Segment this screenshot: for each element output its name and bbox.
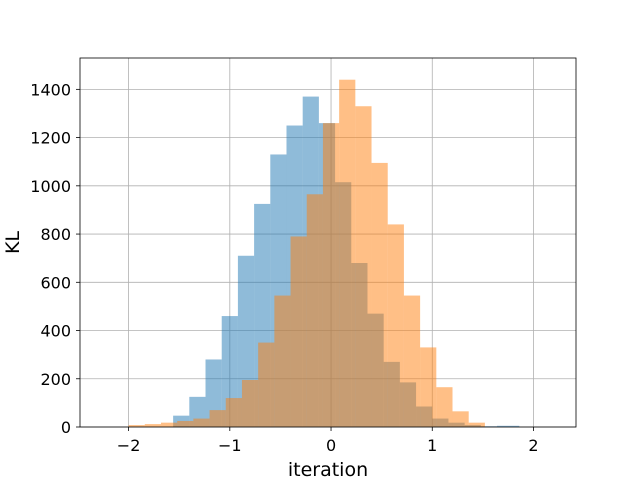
histogram-bar xyxy=(387,224,404,427)
x-tick-label: −1 xyxy=(218,436,242,455)
y-tick-label: 400 xyxy=(40,322,71,341)
histogram-bar xyxy=(241,379,259,427)
histogram-bar xyxy=(144,424,161,427)
histogram-bar xyxy=(403,295,421,427)
histogram-bar xyxy=(468,422,485,427)
histogram-bar xyxy=(355,106,372,427)
y-tick-label: 1000 xyxy=(30,177,71,196)
histogram-bar xyxy=(420,347,437,427)
histogram-bars xyxy=(128,79,520,428)
histogram-bar xyxy=(290,236,307,427)
x-tick-label: 0 xyxy=(326,436,336,455)
y-tick-label: 800 xyxy=(40,225,71,244)
histogram-bar xyxy=(436,387,453,427)
histogram-bar xyxy=(274,295,291,427)
y-tick-label: 200 xyxy=(40,370,71,389)
axes-frame xyxy=(79,57,577,428)
x-tick-label: 2 xyxy=(528,436,538,455)
y-tick-label: 1200 xyxy=(30,129,71,148)
histogram-bar xyxy=(452,411,469,427)
histogram-bar xyxy=(322,123,340,427)
y-tick-label: 1400 xyxy=(30,80,71,99)
histogram-bar xyxy=(258,342,275,427)
y-tick-label: 600 xyxy=(40,273,71,292)
y-axis-label: KL xyxy=(2,231,24,254)
histogram-bar xyxy=(177,420,194,427)
histogram-bar xyxy=(209,410,226,427)
axis-ticks: −2 −1 0 1 2 0 200 400 600 800 1000 1200 1400 xyxy=(30,80,538,455)
histogram-bar xyxy=(128,425,145,427)
histogram-bar xyxy=(225,398,242,427)
histogram-bar xyxy=(339,79,356,428)
histogram-bar xyxy=(497,425,520,427)
x-tick-label: −2 xyxy=(117,436,141,455)
histogram-bar xyxy=(160,422,178,427)
histogram-bar xyxy=(371,162,388,428)
x-axis-label: iteration xyxy=(288,459,368,480)
histogram-bar xyxy=(193,418,210,427)
series-2-bars xyxy=(128,79,485,428)
histogram-bar xyxy=(306,194,323,427)
x-tick-label: 1 xyxy=(427,436,437,455)
y-tick-label: 0 xyxy=(61,418,71,437)
